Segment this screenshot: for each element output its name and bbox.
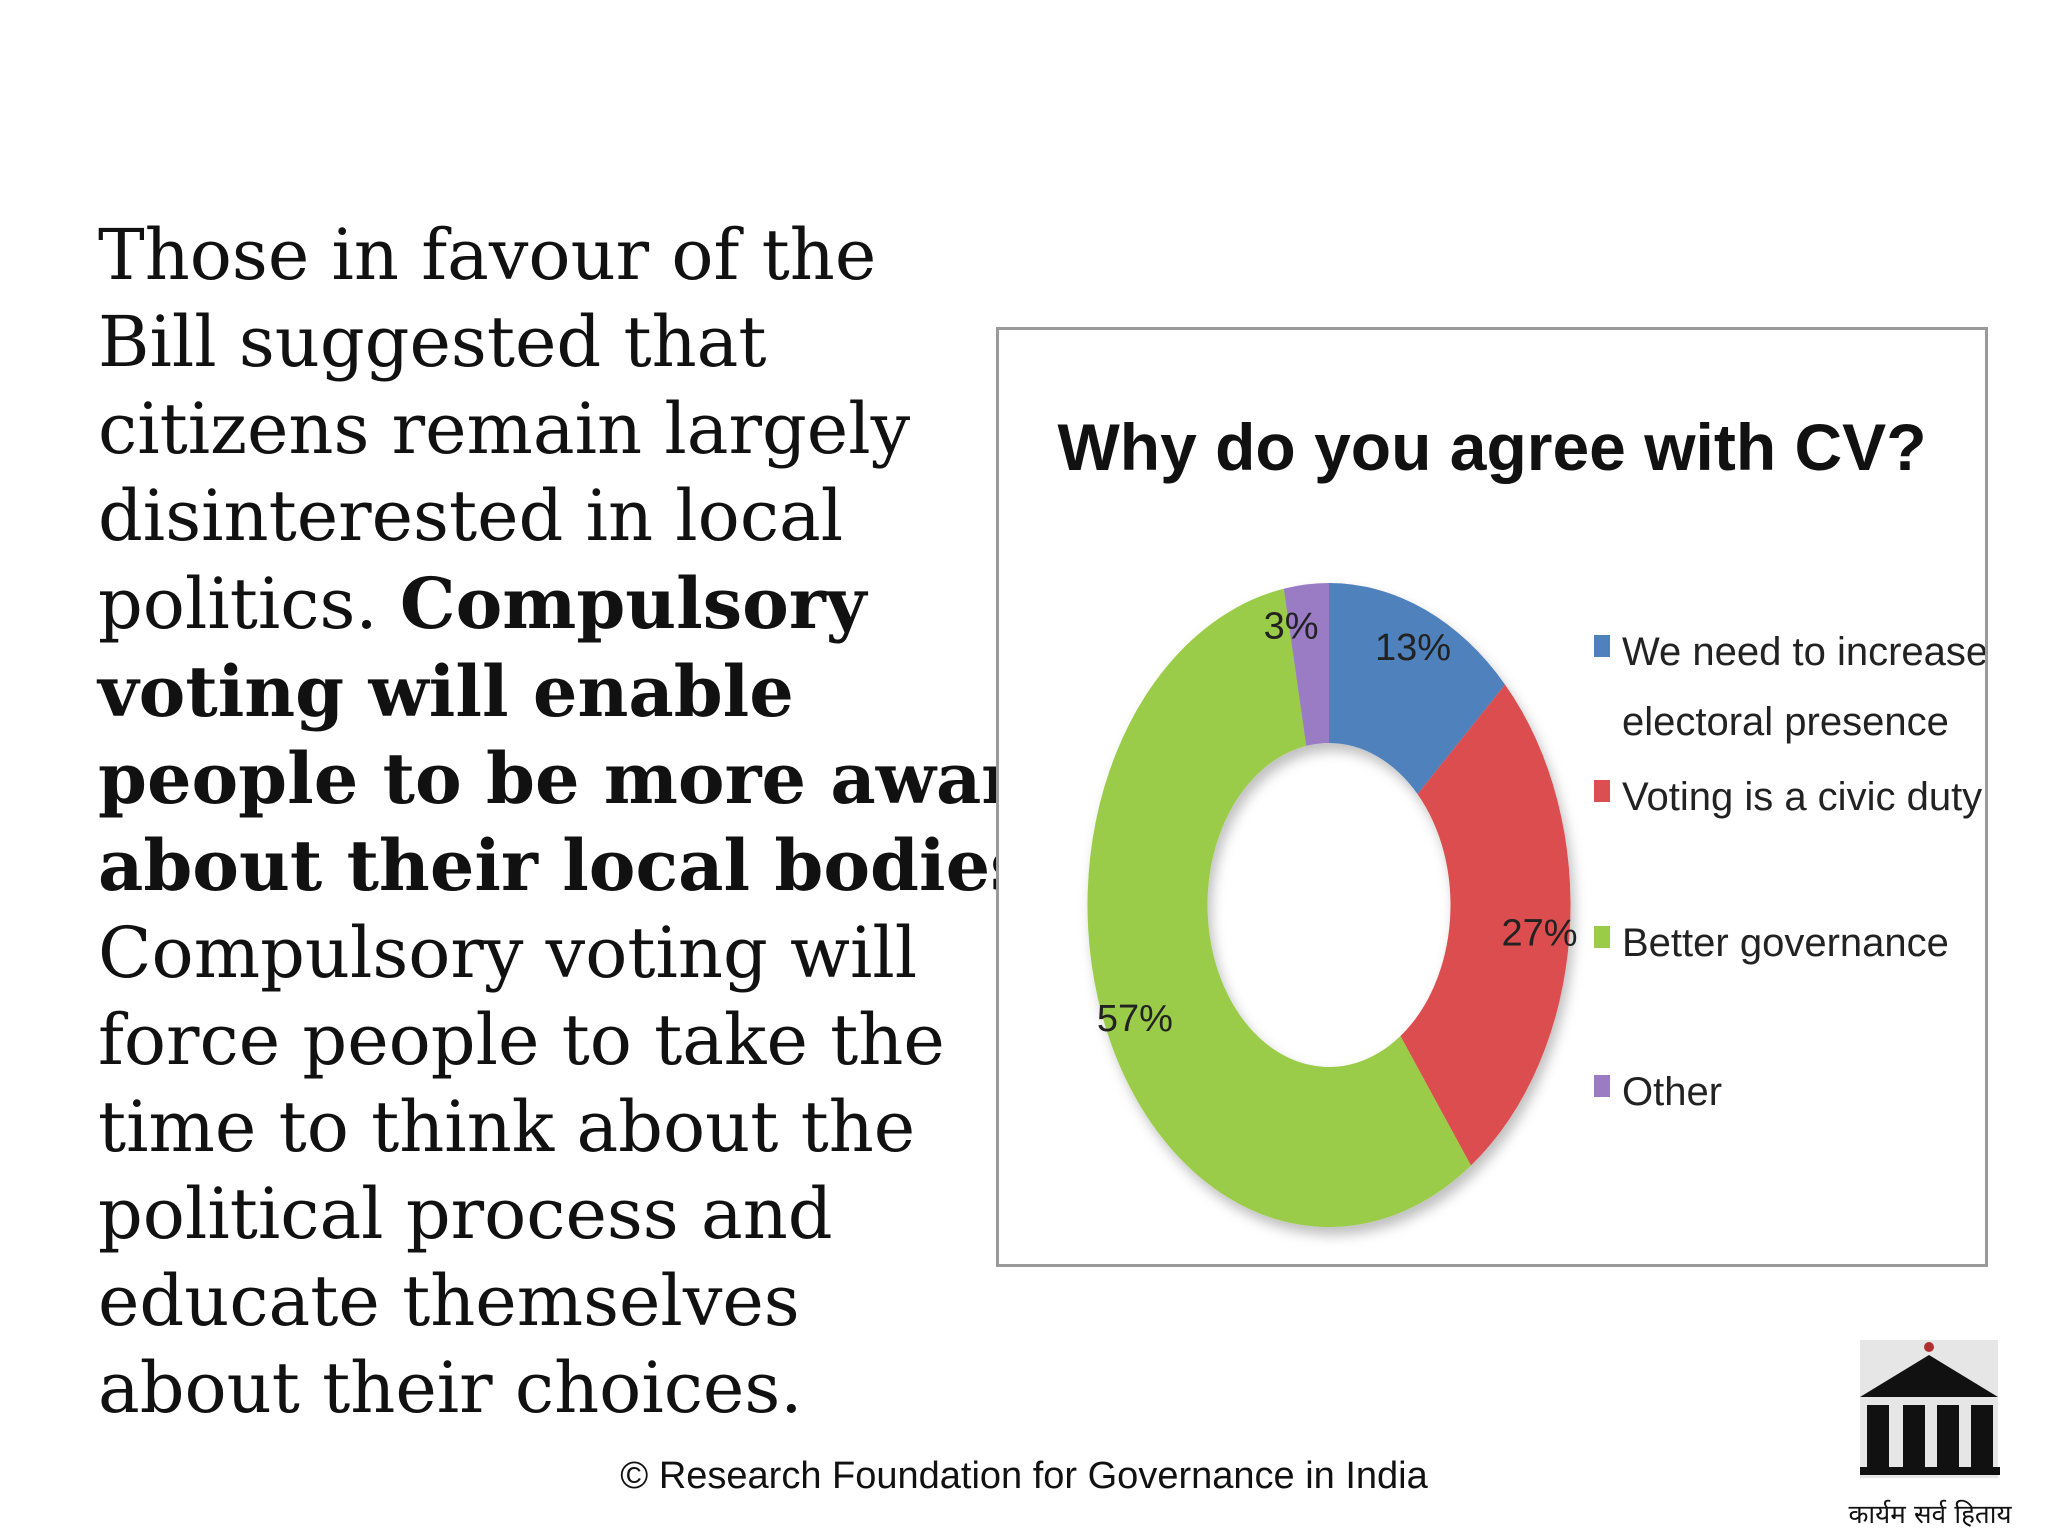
body-line: citizens remain largely bbox=[98, 388, 911, 470]
body-line-emphasis: voting will enable bbox=[98, 650, 794, 733]
legend-label: We need to increase bbox=[1622, 630, 1985, 674]
legend-swatch bbox=[1594, 1075, 1610, 1097]
body-line: political process and bbox=[98, 1173, 833, 1255]
donut-slice bbox=[1087, 588, 1471, 1227]
body-line: Those in favour of the bbox=[98, 214, 877, 296]
legend-label: Voting is a civic duty bbox=[1622, 775, 1982, 819]
legend-swatch bbox=[1594, 635, 1610, 657]
slice-label: 57% bbox=[1097, 998, 1173, 1040]
body-line: force people to take the bbox=[98, 999, 945, 1081]
body-text: Those in favour of the Bill suggested th… bbox=[98, 212, 1063, 1432]
body-text-emphasis: Compulsory bbox=[399, 562, 867, 645]
legend-swatch bbox=[1594, 780, 1610, 802]
chart-title: Why do you agree with CV? bbox=[1057, 410, 1926, 484]
body-line: about their choices. bbox=[98, 1347, 803, 1429]
legend-label: Better governance bbox=[1622, 921, 1949, 965]
body-line: disinterested in local bbox=[98, 475, 844, 557]
body-line-emphasis: people to be more aware bbox=[98, 737, 1063, 820]
logo-caption: कार्यम सर्व हिताय bbox=[1848, 1500, 2012, 1530]
donut-slice bbox=[1283, 583, 1329, 746]
donut-slice bbox=[1329, 583, 1506, 795]
slice-label: 3% bbox=[1264, 605, 1319, 647]
body-line: educate themselves bbox=[98, 1260, 800, 1342]
donut-slice bbox=[1400, 684, 1571, 1166]
chart-frame: Why do you agree with CV? 13% 27% 57% 3% We… bbox=[996, 327, 1988, 1267]
donut-chart: Why do you agree with CV? 13% 27% 57% 3% We… bbox=[1057, 410, 1985, 1227]
legend-swatch bbox=[1594, 926, 1610, 948]
body-line: time to think about the bbox=[98, 1086, 916, 1168]
slice-label: 27% bbox=[1502, 913, 1578, 955]
pillared-building-icon bbox=[1860, 1340, 2000, 1478]
legend-label: Other bbox=[1622, 1070, 1722, 1114]
copyright-footer: © Research Foundation for Governance in … bbox=[620, 1455, 1428, 1497]
body-line: Bill suggested that bbox=[98, 301, 767, 383]
body-text-emphasis: about their local bodies bbox=[98, 824, 1030, 907]
legend-label: electoral presence bbox=[1622, 700, 1949, 744]
body-line: about their local bodies. bbox=[98, 822, 1052, 910]
body-line: Compulsory voting will bbox=[98, 912, 918, 994]
body-line: politics. Compulsory bbox=[98, 560, 998, 648]
body-text-regular: politics. bbox=[98, 563, 400, 645]
slice-label: 13% bbox=[1375, 627, 1451, 669]
